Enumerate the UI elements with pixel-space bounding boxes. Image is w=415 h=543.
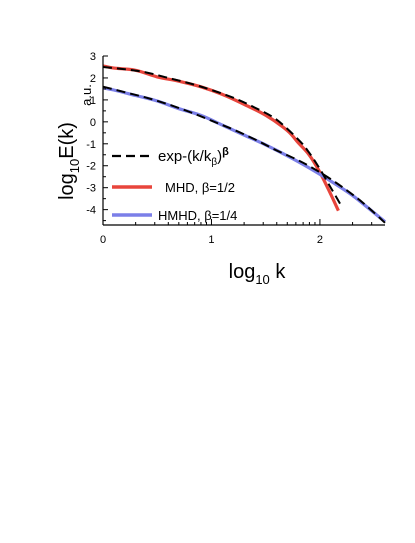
series-line-1: [102, 64, 340, 212]
x-tick-label: 1: [208, 234, 214, 246]
legend-label: HMHD, β=1/4: [158, 208, 237, 223]
x-axis-label: log10 k: [229, 261, 287, 287]
y-tick-label: 2: [90, 73, 96, 85]
fit-curve-0: [102, 66, 343, 207]
y-tick-label: 1: [90, 95, 96, 107]
plot-curves: [102, 64, 387, 224]
fit-curve-2: [102, 85, 386, 224]
y-tick-label: -4: [86, 205, 96, 217]
unit-label: a.u.: [79, 84, 94, 106]
y-tick-label: -1: [86, 139, 96, 151]
x-tick-label: 0: [100, 234, 106, 246]
y-tick-label: -3: [86, 183, 96, 195]
x-tick-label: 2: [317, 234, 323, 246]
y-tick-label: 0: [90, 117, 96, 129]
legend-label: MHD, β=1/2: [165, 180, 235, 195]
plot-axes: 3 2 1 0 -1 -2 -3 -4 0 1 2: [86, 51, 385, 246]
y-tick-label: 3: [90, 51, 96, 63]
series-line-3: [102, 86, 387, 223]
legend-label: exp-(k/kβ)β: [158, 146, 229, 168]
y-tick-label: -2: [86, 161, 96, 173]
chart-legend: exp-(k/kβ)β MHD, β=1/2 HMHD, β=1/4: [112, 146, 237, 223]
y-axis-label: log10E(k): [56, 122, 82, 200]
